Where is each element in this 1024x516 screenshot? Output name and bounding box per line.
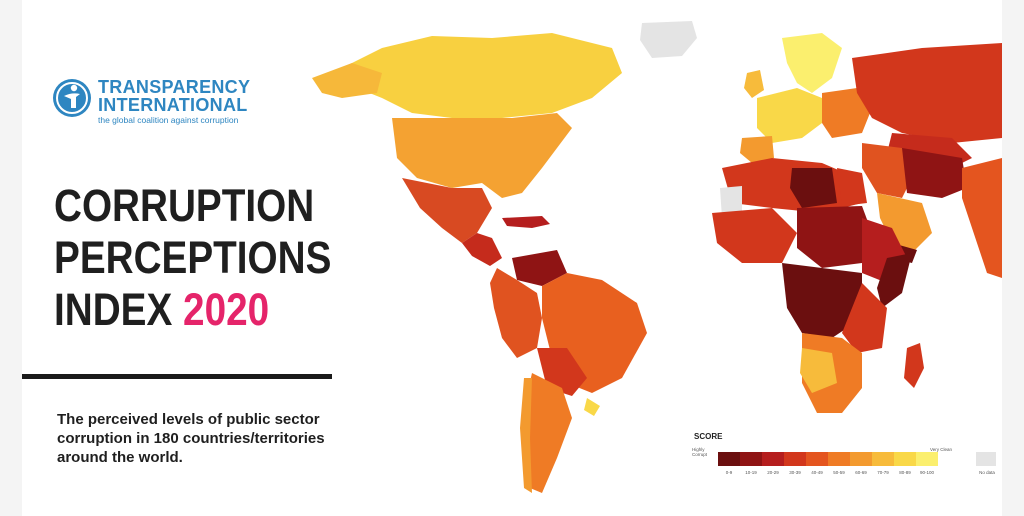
map-western-europe xyxy=(757,88,822,143)
map-sudan-chad xyxy=(797,206,872,268)
map-iran-afghanistan xyxy=(902,148,967,198)
map-south-asia xyxy=(962,158,1002,278)
map-central-america xyxy=(462,233,502,266)
legend-tick-label: 40-49 xyxy=(811,470,823,475)
legend-swatch xyxy=(740,452,762,466)
map-eastern-europe xyxy=(822,88,872,138)
title-year: 2020 xyxy=(183,284,270,335)
map-russia xyxy=(852,43,1002,143)
title-divider xyxy=(22,374,332,379)
score-legend: SCORE Highly Corrupt Very Clean 0-9 10-19… xyxy=(692,432,1002,492)
map-scandinavia xyxy=(782,33,842,93)
title-line-3: INDEX 2020 xyxy=(54,284,329,336)
map-madagascar xyxy=(904,343,924,388)
map-caribbean xyxy=(502,216,550,228)
legend-swatch xyxy=(850,452,872,466)
legend-tick-label: 80-89 xyxy=(899,470,911,475)
legend-swatch xyxy=(806,452,828,466)
legend-swatch xyxy=(872,452,894,466)
map-canada xyxy=(342,33,622,118)
legend-swatch xyxy=(784,452,806,466)
map-somalia xyxy=(877,253,912,308)
legend-high-label: Very Clean xyxy=(930,447,953,452)
map-mexico xyxy=(402,178,492,243)
map-uk-ireland xyxy=(744,70,764,98)
map-middle-east xyxy=(862,143,912,198)
legend-swatch xyxy=(894,452,916,466)
map-west-africa xyxy=(712,208,797,263)
globe-person-icon xyxy=(53,79,91,117)
legend-tick-label: 70-79 xyxy=(877,470,889,475)
legend-tick-label: 20-29 xyxy=(767,470,779,475)
infographic-card: TRANSPARENCY INTERNATIONAL the global co… xyxy=(22,0,1002,516)
title-line-1: CORRUPTION xyxy=(54,180,315,231)
subtitle-description: The perceived levels of public sector co… xyxy=(57,411,325,466)
map-namibia-botswana xyxy=(800,348,837,393)
legend-tick-label: 30-39 xyxy=(789,470,801,475)
map-usa xyxy=(392,113,572,198)
legend-swatch xyxy=(828,452,850,466)
world-map xyxy=(312,21,1002,493)
map-argentina xyxy=(524,373,572,493)
map-venezuela xyxy=(512,250,567,286)
legend-tick-label: 10-19 xyxy=(745,470,757,475)
map-colombia-peru xyxy=(490,268,542,358)
page-title: CORRUPTION PERCEPTIONS INDEX 2020 xyxy=(54,180,332,336)
legend-no-data-label: No data xyxy=(979,470,995,475)
logo-line-1: TRANSPARENCY xyxy=(98,77,251,97)
legend-title: SCORE xyxy=(694,432,723,441)
legend-color-bar xyxy=(718,452,938,466)
map-uruguay xyxy=(584,398,600,416)
legend-tick-label: 90-100 xyxy=(919,470,934,475)
title-line-3-prefix: INDEX xyxy=(54,284,173,335)
legend-swatch xyxy=(762,452,784,466)
map-east-africa xyxy=(842,283,887,353)
legend-swatch xyxy=(718,452,740,466)
legend-tick-label: 60-69 xyxy=(855,470,867,475)
logo-line-2: INTERNATIONAL xyxy=(98,95,248,115)
legend-ticks: 0-9 10-19 20-29 30-39 40-49 50-59 60-69 70-79 80… xyxy=(718,470,938,475)
logo-tagline: the global coalition against corruption xyxy=(98,115,239,125)
map-central-africa xyxy=(782,263,862,338)
map-alaska xyxy=(312,63,382,98)
map-egypt xyxy=(837,168,867,206)
map-chile xyxy=(520,378,532,493)
legend-swatch xyxy=(916,452,938,466)
map-iberia xyxy=(740,136,774,163)
legend-low-label: Highly Corrupt xyxy=(692,447,708,457)
legend-no-data-swatch xyxy=(976,452,996,466)
legend-tick-label: 0-9 xyxy=(725,470,733,475)
legend-tick-label: 50-59 xyxy=(833,470,845,475)
map-libya xyxy=(790,168,837,208)
map-western-sahara xyxy=(720,186,742,218)
title-line-2: PERCEPTIONS xyxy=(54,232,332,283)
map-greenland xyxy=(640,21,697,58)
transparency-international-logo[interactable]: TRANSPARENCY INTERNATIONAL the global co… xyxy=(52,78,250,125)
